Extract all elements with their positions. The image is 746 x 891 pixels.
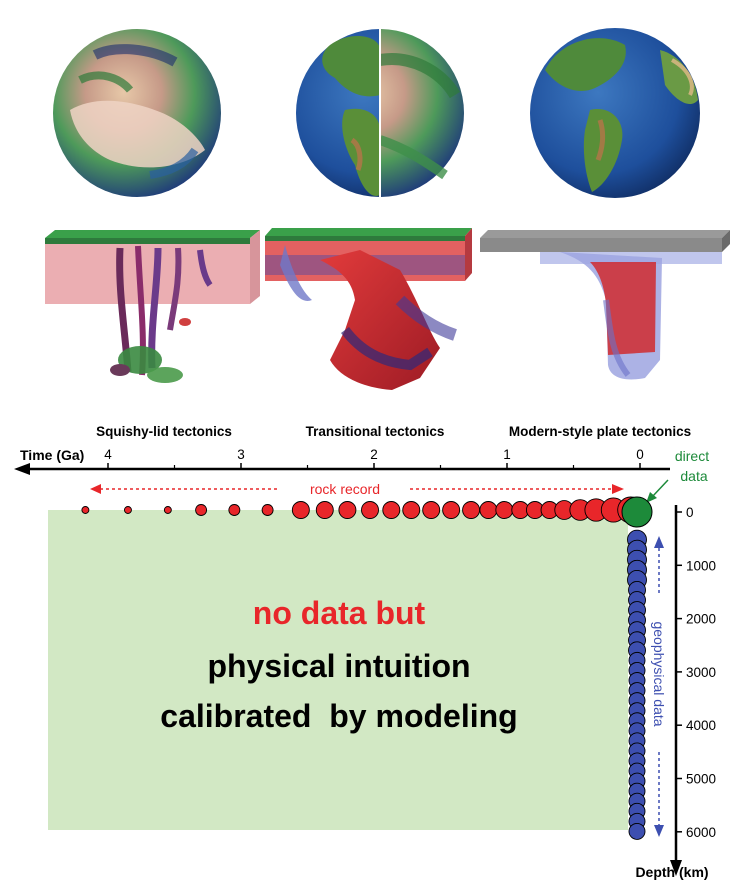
rock-record-point — [442, 501, 461, 519]
rock-record-point — [402, 501, 421, 519]
direct-data-label-2: data — [680, 468, 707, 484]
rock-record-point — [361, 501, 379, 519]
rock-record-annotation: rock record — [90, 481, 624, 497]
label-transitional: Transitional tectonics — [306, 424, 445, 439]
rock-record-point — [338, 501, 357, 519]
modern-plate-model — [480, 230, 730, 380]
time-tick-label: 0 — [636, 447, 644, 462]
rock-record-point — [228, 504, 241, 516]
squishy-lid-model — [45, 230, 260, 383]
rock-record-point — [479, 501, 498, 519]
depth-tick-label: 6000 — [686, 825, 716, 840]
rock-record-point — [422, 501, 441, 519]
center-text-line2: physical intuition — [207, 648, 470, 684]
transitional-model — [265, 228, 472, 390]
rock-record-point — [81, 506, 90, 514]
depth-tick-label: 1000 — [686, 558, 716, 573]
rock-record-point — [291, 501, 310, 519]
label-modern-plate: Modern-style plate tectonics — [509, 424, 691, 439]
geophysical-data-label: geophysical data — [651, 621, 667, 726]
venus-globe — [53, 29, 221, 197]
depth-axis-label: Depth (km) — [635, 864, 708, 880]
direct-data-label-1: direct — [675, 448, 709, 464]
direct-data-point — [621, 496, 653, 528]
half-earth-half-venus-globe — [296, 29, 464, 197]
direct-data-annotation: direct data — [646, 448, 709, 503]
rock-record-point — [315, 501, 334, 519]
time-tick-label: 1 — [503, 447, 511, 462]
depth-tick-label: 3000 — [686, 665, 716, 680]
center-text-line3: calibrated by modeling — [160, 698, 517, 734]
time-axis: Time (Ga) 4 3 2 1 0 — [14, 447, 670, 475]
rock-record-point — [495, 501, 514, 519]
geophysical-data-annotation: geophysical data — [651, 536, 667, 837]
time-tick-label: 2 — [370, 447, 378, 462]
depth-axis: Depth (km) 0 1000 2000 3000 4000 5000 6000 — [635, 505, 716, 880]
geophysical-point — [628, 822, 646, 840]
rock-record-point — [123, 506, 132, 514]
depth-tick-label: 4000 — [686, 718, 716, 733]
model-region — [48, 510, 628, 830]
rock-record-point — [163, 506, 172, 514]
rock-record-point — [261, 504, 274, 516]
rock-record-point — [382, 501, 401, 519]
earth-globe — [530, 28, 700, 198]
rock-record-label: rock record — [310, 481, 380, 497]
depth-tick-label: 0 — [686, 505, 694, 520]
geophysical-points — [627, 529, 647, 840]
depth-tick-label: 5000 — [686, 772, 716, 787]
label-squishy-lid: Squishy-lid tectonics — [96, 424, 232, 439]
rock-record-point — [462, 501, 481, 519]
depth-tick-label: 2000 — [686, 612, 716, 627]
center-text-line1: no data but — [253, 595, 426, 631]
rock-record-point — [195, 504, 208, 516]
time-tick-label: 3 — [237, 447, 245, 462]
time-axis-label: Time (Ga) — [20, 447, 84, 463]
time-tick-label: 4 — [104, 447, 112, 462]
